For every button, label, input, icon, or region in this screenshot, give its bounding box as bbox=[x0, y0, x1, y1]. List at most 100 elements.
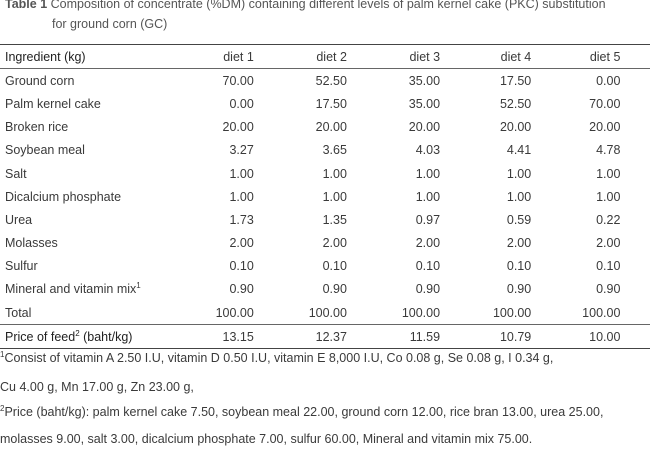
row-label: Broken rice bbox=[5, 120, 69, 135]
table-row: Palm kernel cake 0.00 17.50 35.00 52.50 … bbox=[0, 92, 650, 115]
row-label: Salt bbox=[5, 166, 27, 181]
footnote-2-line-1: 2Price (baht/kg): palm kernel cake 7.50,… bbox=[0, 403, 604, 419]
table-cell: 20.00 bbox=[222, 120, 254, 135]
table-cell: 1.00 bbox=[229, 189, 254, 204]
table-cell: 4.03 bbox=[415, 143, 441, 158]
table-cell: 2.00 bbox=[506, 236, 532, 251]
row-label: Palm kernel cake bbox=[5, 96, 101, 111]
table-cell: 2.00 bbox=[229, 236, 254, 251]
table-cell: 70.00 bbox=[589, 96, 621, 111]
table-cell: 0.90 bbox=[229, 282, 254, 297]
header-ingredient: Ingredient (kg) bbox=[5, 49, 86, 64]
header-diet-2: diet 2 bbox=[316, 49, 347, 64]
header-diet-1: diet 1 bbox=[223, 49, 254, 64]
row-label: Molasses bbox=[5, 236, 58, 251]
table-cell: 1.00 bbox=[596, 166, 621, 181]
table-row: Salt 1.00 1.00 1.00 1.00 1.00 bbox=[0, 162, 650, 185]
table-cell: 0.90 bbox=[596, 282, 621, 297]
table-row: Ground corn 70.00 52.50 35.00 17.50 0.00 bbox=[0, 69, 650, 93]
table-cell: 1.73 bbox=[229, 212, 254, 227]
row-label: Total bbox=[5, 305, 32, 320]
table-cell: 20.00 bbox=[589, 120, 621, 135]
row-label: Sulfur bbox=[5, 259, 38, 274]
table-cell: 1.00 bbox=[506, 166, 532, 181]
table-row: Dicalcium phosphate 1.00 1.00 1.00 1.00 … bbox=[0, 185, 650, 208]
table-cell: 17.50 bbox=[315, 96, 347, 111]
table-row: Urea 1.73 1.35 0.97 0.59 0.22 bbox=[0, 208, 650, 231]
table-cell: 52.50 bbox=[499, 96, 532, 111]
table-cell: 17.50 bbox=[499, 73, 532, 88]
price-label-text: Price of feed bbox=[5, 329, 76, 344]
table-cell: 1.00 bbox=[415, 166, 441, 181]
table-row: Broken rice 20.00 20.00 20.00 20.00 20.0… bbox=[0, 116, 650, 139]
table-cell: 0.22 bbox=[596, 212, 621, 227]
table-cell: 20.00 bbox=[315, 120, 347, 135]
footnote-1-line-1: 1Consist of vitamin A 2.50 I.U, vitamin … bbox=[0, 349, 554, 365]
table-cell: 35.00 bbox=[408, 96, 441, 111]
table-cell: 1.35 bbox=[322, 212, 347, 227]
table-cell: 1.00 bbox=[596, 189, 621, 204]
table-cell: 0.97 bbox=[415, 212, 441, 227]
composition-table: Ingredient (kg) diet 1 diet 2 diet 3 die… bbox=[0, 44, 650, 349]
footnote-2-line-2: molasses 9.00, salt 3.00, dicalcium phos… bbox=[0, 432, 533, 446]
table-cell: 4.78 bbox=[596, 143, 621, 158]
table-cell: 100.00 bbox=[492, 305, 532, 320]
price-row: Price of feed2 (baht/kg) 13.15 12.37 11.… bbox=[0, 324, 650, 349]
table-cell: 11.59 bbox=[409, 329, 441, 344]
row-label-text: Mineral and vitamin mix bbox=[5, 282, 137, 297]
table-cell: 13.15 bbox=[222, 329, 254, 344]
footnote-ref-1: 1 bbox=[136, 281, 141, 291]
table-cell: 1.00 bbox=[415, 189, 441, 204]
table-cell: 70.00 bbox=[222, 73, 254, 88]
table-cell: 1.00 bbox=[322, 166, 347, 181]
table-cell: 0.10 bbox=[596, 259, 621, 274]
table-caption: Table 1 Composition of concentrate (%DM)… bbox=[5, 0, 645, 34]
price-row-label: Price of feed2 (baht/kg) bbox=[0, 325, 194, 349]
table-cell: 100.00 bbox=[308, 305, 347, 320]
row-label: Mineral and vitamin mix1 bbox=[0, 278, 194, 301]
footnote-ref-2: 2 bbox=[75, 328, 80, 338]
table-cell: 3.27 bbox=[229, 143, 254, 158]
table-cell: 0.90 bbox=[415, 282, 441, 297]
table-cell: 0.59 bbox=[506, 212, 532, 227]
table-row: Molasses 2.00 2.00 2.00 2.00 2.00 bbox=[0, 232, 650, 255]
table-cell: 1.00 bbox=[506, 189, 532, 204]
table-cell: 1.00 bbox=[229, 166, 254, 181]
table-cell: 1.00 bbox=[322, 189, 347, 204]
table-cell: 52.50 bbox=[315, 73, 347, 88]
table-cell: 20.00 bbox=[408, 120, 441, 135]
header-diet-3: diet 3 bbox=[409, 49, 441, 64]
row-label: Urea bbox=[5, 212, 33, 227]
table-row: Sulfur 0.10 0.10 0.10 0.10 0.10 bbox=[0, 255, 650, 278]
table-cell: 0.90 bbox=[506, 282, 532, 297]
table-cell: 0.10 bbox=[506, 259, 532, 274]
table-cell: 2.00 bbox=[322, 236, 347, 251]
caption-label: Table 1 bbox=[5, 0, 48, 11]
table-cell: 10.00 bbox=[589, 329, 621, 344]
table-cell: 100.00 bbox=[215, 305, 254, 320]
footnote-2-marker: 2 bbox=[0, 403, 5, 413]
table-cell: 10.79 bbox=[499, 329, 532, 344]
footnote-1-line-2: Cu 4.00 g, Mn 17.00 g, Zn 23.00 g, bbox=[0, 380, 194, 394]
table-cell: 12.37 bbox=[315, 329, 347, 344]
header-diet-5: diet 5 bbox=[589, 49, 621, 64]
row-label: Soybean meal bbox=[5, 143, 85, 158]
table-cell: 100.00 bbox=[582, 305, 621, 320]
row-label: Ground corn bbox=[5, 73, 75, 88]
caption-text-line1: Composition of concentrate (%DM) contain… bbox=[50, 0, 606, 11]
table-row: Total 100.00 100.00 100.00 100.00 100.00 bbox=[0, 301, 650, 325]
table-cell: 100.00 bbox=[401, 305, 441, 320]
table-cell: 2.00 bbox=[596, 236, 621, 251]
table-cell: 20.00 bbox=[499, 120, 532, 135]
table-header-row: Ingredient (kg) diet 1 diet 2 diet 3 die… bbox=[0, 44, 650, 69]
footnote-2-text: Price (baht/kg): palm kernel cake 7.50, … bbox=[4, 405, 604, 419]
table-cell: 2.00 bbox=[415, 236, 441, 251]
table-cell: 0.10 bbox=[322, 259, 347, 274]
table-cell: 0.10 bbox=[229, 259, 254, 274]
footnote-1-marker: 1 bbox=[0, 349, 5, 359]
price-label-unit: (baht/kg) bbox=[79, 329, 133, 344]
table-row: Mineral and vitamin mix1 0.90 0.90 0.90 … bbox=[0, 278, 650, 301]
table-cell: 4.41 bbox=[506, 143, 532, 158]
footnote-1-text: Consist of vitamin A 2.50 I.U, vitamin D… bbox=[4, 351, 554, 365]
table-cell: 35.00 bbox=[408, 73, 441, 88]
